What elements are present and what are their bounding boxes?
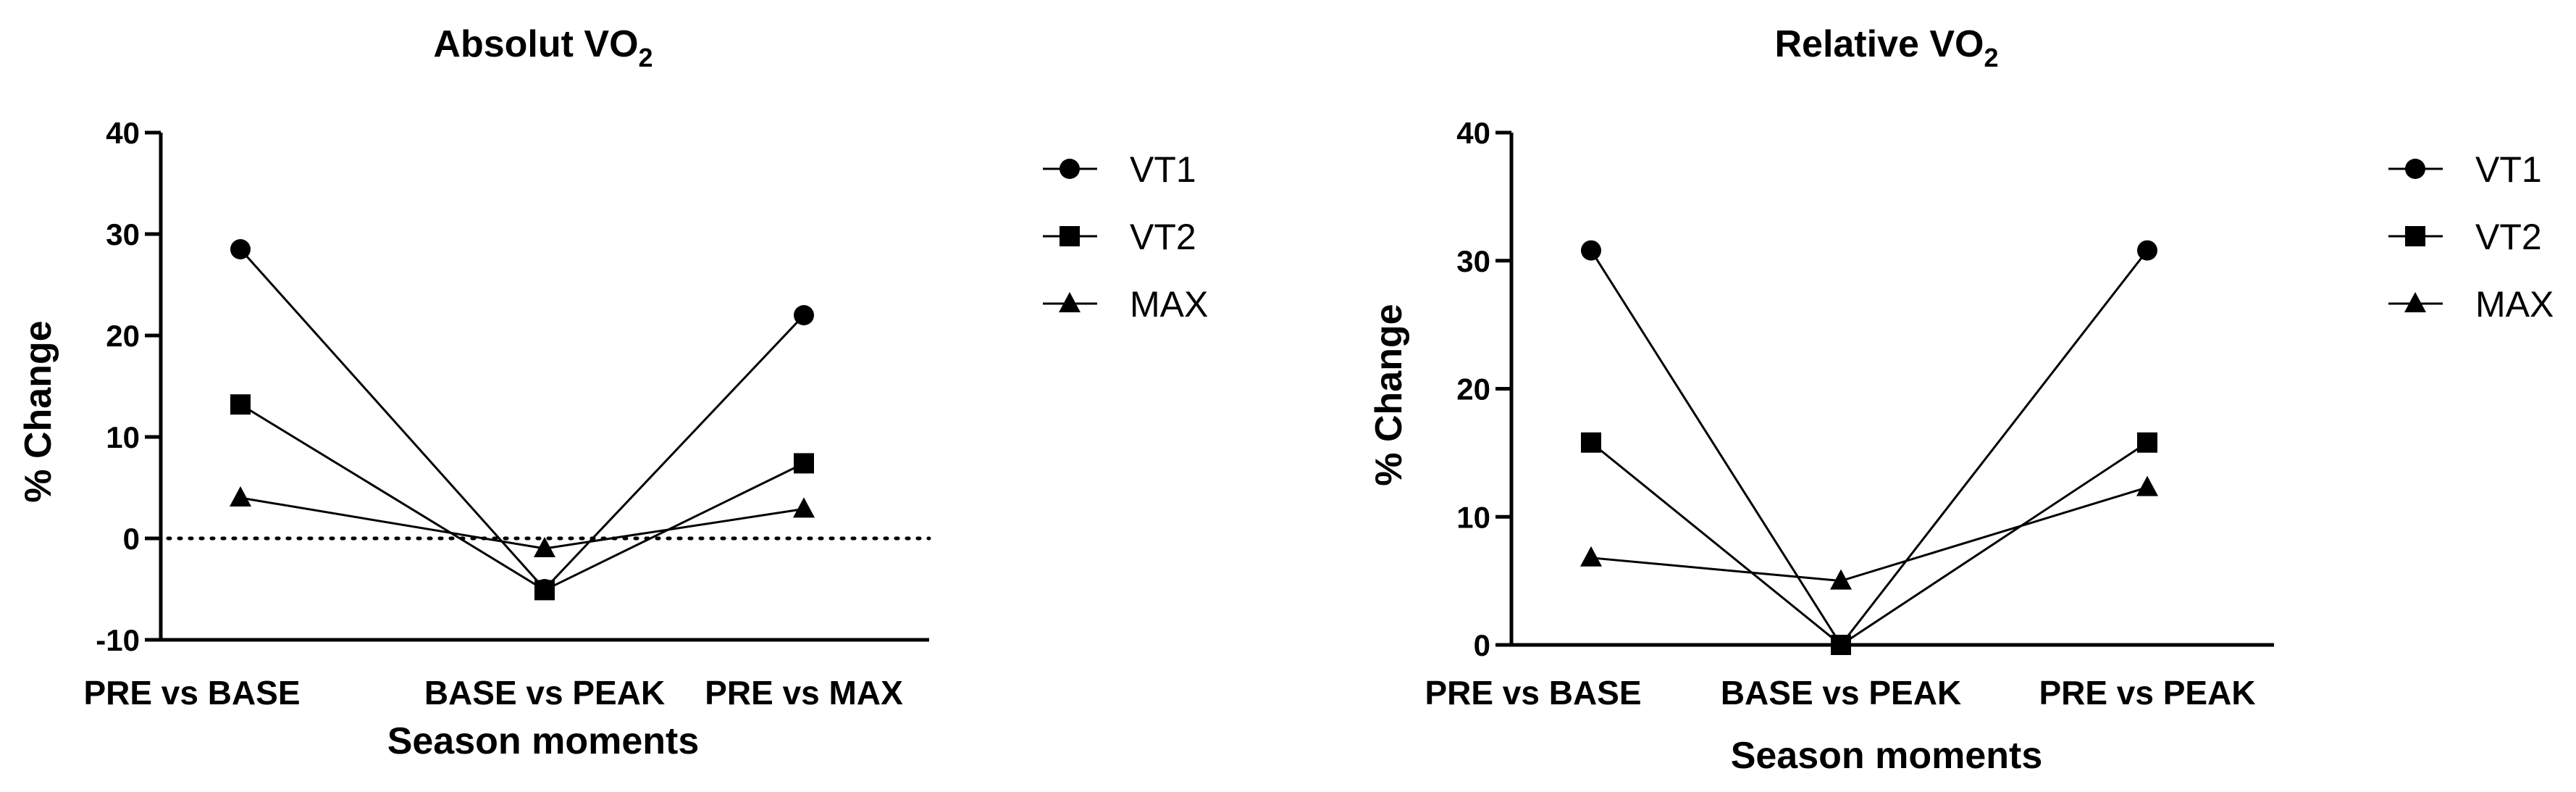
chart-title: Relative VO2 [1774, 23, 1998, 72]
data-point [794, 453, 814, 474]
x-tick-label: PRE vs MAX [705, 674, 903, 712]
legend-marker [2405, 226, 2425, 246]
y-tick-label: 30 [1456, 244, 1490, 278]
y-tick-label: 40 [106, 116, 140, 150]
data-point [793, 497, 815, 518]
data-point [794, 305, 814, 325]
series-max [1580, 475, 2158, 590]
x-axis-label: Season moments [387, 720, 700, 762]
data-point [1831, 635, 1851, 655]
data-point [2136, 475, 2158, 496]
y-axis-label: % Change [17, 320, 59, 502]
data-point [2137, 432, 2157, 453]
legend-label: MAX [2475, 284, 2554, 325]
legend-marker [1060, 226, 1080, 246]
y-tick-label: 30 [106, 217, 140, 251]
data-point [230, 486, 251, 507]
data-point [230, 239, 251, 259]
y-axis-label: % Change [1368, 304, 1410, 485]
legend-item-vt1: VT1 [1043, 149, 1196, 190]
legend-label: MAX [1130, 284, 1208, 325]
absolute-vo2-chart: Absolut VO2 % Change Season moments -10 0… [17, 23, 1208, 762]
data-point [1830, 569, 1852, 590]
data-point [230, 394, 251, 415]
series-max [230, 486, 815, 557]
series-vt2 [230, 394, 814, 601]
plot-area: 0 10 20 30 40 PRE vs BASE BASE vs PEAK PRE vs P… [1425, 116, 2274, 712]
y-tick-label: -10 [96, 623, 140, 657]
legend: VT1 VT2 MAX [1043, 149, 1208, 325]
legend-marker [2405, 159, 2425, 179]
legend-label: VT2 [1130, 217, 1196, 257]
x-tick-label: BASE vs PEAK [1721, 674, 1961, 712]
series-line [240, 403, 805, 592]
y-tick-label: 20 [1456, 372, 1490, 407]
legend-item-max: MAX [1043, 284, 1208, 325]
x-tick-label: PRE vs PEAK [2039, 674, 2255, 712]
y-tick-label: 0 [1474, 628, 1490, 662]
y-tick-label: 0 [123, 522, 140, 556]
legend-marker [1059, 292, 1081, 312]
x-tick-label: PRE vs BASE [1425, 674, 1641, 712]
x-tick-label: PRE vs BASE [83, 674, 300, 712]
legend-label: VT1 [2475, 149, 2542, 190]
data-point [1580, 546, 1602, 567]
legend-item-vt2: VT2 [1043, 217, 1196, 257]
y-tick-label: 20 [106, 319, 140, 353]
series-line [1590, 486, 2148, 583]
legend-marker [2404, 292, 2426, 312]
data-point [1581, 240, 1601, 261]
series-vt1 [1581, 240, 2157, 655]
y-tick-label: 40 [1456, 116, 1490, 150]
legend-label: VT2 [2475, 217, 2542, 257]
data-point [534, 537, 555, 557]
x-tick-label: BASE vs PEAK [424, 674, 665, 712]
data-point [534, 580, 555, 601]
y-tick-label: 10 [106, 420, 140, 454]
legend-marker [1060, 159, 1080, 179]
data-point [2137, 240, 2157, 261]
series-line [1590, 249, 2149, 647]
legend-item-vt1: VT1 [2388, 149, 2542, 190]
relative-vo2-chart: Relative VO2 % Change Season moments 0 10… [1368, 23, 2554, 777]
series-line [1590, 441, 2148, 646]
legend: VT1 VT2 MAX [2388, 149, 2554, 325]
x-axis-label: Season moments [1731, 735, 2043, 777]
data-point [1581, 432, 1601, 453]
y-tick-label: 10 [1456, 500, 1490, 534]
series-vt2 [1581, 432, 2157, 655]
plot-area: -10 0 10 20 30 40 PRE vs BASE BASE vs PEAK PRE v… [83, 116, 931, 712]
series-line [239, 248, 805, 591]
legend-label: VT1 [1130, 149, 1196, 190]
legend-item-vt2: VT2 [2388, 217, 2542, 257]
chart-title: Absolut VO2 [433, 23, 653, 72]
legend-item-max: MAX [2388, 284, 2554, 325]
